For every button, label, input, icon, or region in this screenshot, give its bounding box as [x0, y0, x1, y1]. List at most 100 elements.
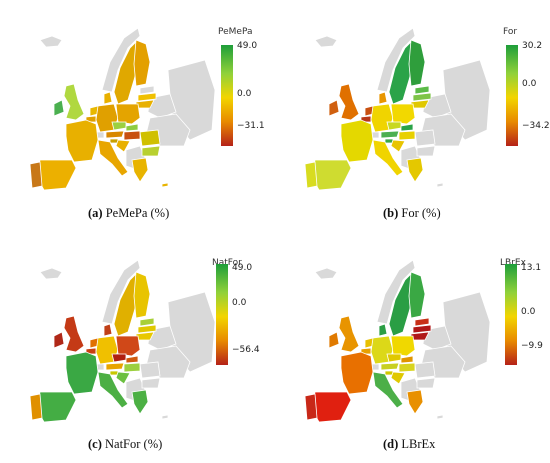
country-hungary: [398, 130, 416, 141]
legend-max: 49.0: [237, 41, 258, 51]
country-norway: [376, 259, 416, 325]
caption-letter: (a): [88, 206, 103, 220]
country-iceland: [314, 267, 338, 280]
country-slovakia: [400, 123, 414, 132]
country-cyprus: [161, 414, 169, 420]
caption-letter: (c): [88, 437, 102, 451]
caption-a: (a) PeMePa (%): [88, 206, 169, 221]
country-denmark: [103, 323, 113, 337]
country-iceland: [39, 267, 63, 280]
caption-text: LBrEx: [401, 437, 436, 451]
legend-mid: 0.0: [232, 298, 247, 308]
panel-d: LBrEx 13.1 0.0 −9.9 (d) LBrEx: [275, 232, 550, 463]
country-portugal: [304, 161, 318, 189]
country-estonia: [139, 317, 155, 327]
country-finland: [133, 271, 151, 319]
map-europe-a: [29, 27, 216, 191]
country-france: [65, 351, 99, 395]
country-ireland: [328, 331, 340, 349]
country-italy: [372, 139, 404, 177]
legend-title: PeMePa: [218, 27, 253, 37]
country-czechia: [111, 121, 127, 131]
country-italy: [97, 139, 129, 177]
caption-letter: (d): [383, 437, 399, 451]
country-hungary: [123, 130, 141, 141]
map-europe-b: [304, 27, 491, 191]
country-greece: [131, 157, 149, 183]
country-austria: [105, 130, 125, 139]
country-finland: [133, 39, 151, 87]
colorbar: [506, 45, 518, 146]
country-czechia: [386, 353, 402, 363]
country-bulgaria: [416, 145, 436, 157]
caption-b: (b) For (%): [383, 206, 441, 221]
country-uk: [63, 315, 85, 353]
country-croatia: [390, 371, 406, 385]
country-france: [340, 351, 374, 395]
country-poland: [115, 335, 141, 357]
country-italy: [97, 371, 129, 409]
country-czechia: [386, 121, 402, 131]
country-portugal: [29, 161, 43, 189]
country-cyprus: [436, 182, 444, 188]
caption-text: NatFor (%): [105, 437, 163, 451]
legend-max: 30.2: [522, 41, 543, 51]
country-bulgaria: [141, 145, 161, 157]
panel-c: NatFor 49.0 0.0 −56.4 (c) NatFor (%): [0, 232, 275, 463]
country-romania: [139, 129, 161, 147]
legend-title: LBrEx: [500, 258, 526, 268]
country-hungary: [398, 362, 416, 373]
country-portugal: [304, 393, 318, 421]
legend-min: −31.1: [237, 121, 265, 131]
country-ireland: [328, 99, 340, 117]
panel-b: For 30.2 0.0 −34.2 (b) For (%): [275, 0, 550, 231]
country-uk: [63, 83, 85, 121]
country-portugal: [29, 393, 43, 421]
country-estonia: [414, 85, 430, 95]
legend-mid: 0.0: [521, 307, 536, 317]
colorbar: [221, 45, 233, 146]
country-uk: [338, 315, 360, 353]
legend-min: −34.2: [522, 121, 550, 131]
country-iceland: [39, 35, 63, 48]
country-bulgaria: [416, 377, 436, 389]
country-greece: [406, 389, 424, 415]
caption-c: (c) NatFor (%): [88, 437, 162, 452]
country-finland: [408, 271, 426, 319]
country-italy: [372, 371, 404, 409]
country-ireland: [53, 99, 65, 117]
caption-text: For (%): [401, 206, 441, 220]
country-cyprus: [161, 182, 169, 188]
map-europe-d: [304, 259, 491, 423]
country-austria: [380, 362, 400, 371]
country-poland: [390, 103, 416, 125]
legend-title: For: [503, 27, 518, 37]
country-croatia: [390, 139, 406, 153]
country-austria: [105, 362, 125, 371]
country-denmark: [378, 91, 388, 105]
legend-mid: 0.0: [237, 89, 252, 99]
caption-letter: (b): [383, 206, 399, 220]
country-poland: [115, 103, 141, 125]
country-iceland: [314, 35, 338, 48]
country-latvia: [412, 92, 432, 102]
country-norway: [101, 27, 141, 93]
country-norway: [376, 27, 416, 93]
country-ireland: [53, 331, 65, 349]
country-romania: [414, 361, 436, 379]
country-cyprus: [436, 414, 444, 420]
caption-text: PeMePa (%): [105, 206, 170, 220]
colorbar: [216, 264, 228, 365]
country-latvia: [412, 324, 432, 334]
country-france: [65, 119, 99, 163]
country-romania: [139, 361, 161, 379]
country-latvia: [137, 324, 157, 334]
country-greece: [406, 157, 424, 183]
country-austria: [380, 130, 400, 139]
legend-min: −9.9: [521, 341, 543, 351]
country-slovakia: [400, 355, 414, 364]
country-uk: [338, 83, 360, 121]
legend-max: 13.1: [521, 263, 542, 273]
country-estonia: [139, 85, 155, 95]
caption-d: (d) LBrEx: [383, 437, 435, 452]
